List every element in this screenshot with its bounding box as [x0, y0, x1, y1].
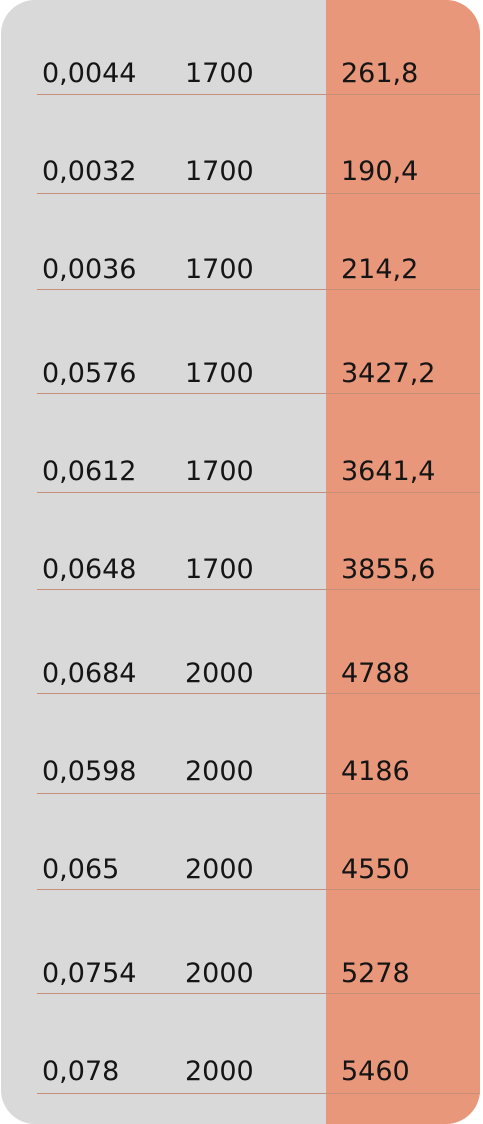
- total-cell: 5460: [341, 1056, 410, 1087]
- total-cell: 190,4: [341, 156, 419, 187]
- total-cell: 4788: [341, 658, 410, 689]
- row-divider: [37, 492, 480, 493]
- table-row: 0,0032 1700 190,4: [1, 152, 480, 192]
- table-row: 0,0648 1700 3855,6: [1, 550, 480, 590]
- row-divider: [37, 289, 480, 290]
- total-cell: 3855,6: [341, 554, 436, 585]
- table-row: 0,0036 1700 214,2: [1, 250, 480, 290]
- table-row: 0,0754 2000 5278: [1, 954, 480, 994]
- rate-cell: 0,0036: [42, 254, 137, 285]
- rate-cell: 0,0032: [42, 156, 137, 187]
- row-divider: [37, 193, 480, 194]
- rate-cell: 0,078: [42, 1056, 120, 1087]
- table-row: 0,0684 2000 4788: [1, 654, 480, 694]
- row-divider: [37, 993, 480, 994]
- total-cell: 4186: [341, 756, 410, 787]
- rate-cell: 0,0684: [42, 658, 137, 689]
- rate-cell: 0,0648: [42, 554, 137, 585]
- base-cell: 1700: [185, 58, 254, 89]
- row-divider: [37, 793, 480, 794]
- rate-cell: 0,0612: [42, 456, 137, 487]
- base-cell: 1700: [185, 456, 254, 487]
- table-row: 0,078 2000 5460: [1, 1052, 480, 1092]
- rate-cell: 0,0044: [42, 58, 137, 89]
- base-cell: 1700: [185, 254, 254, 285]
- rate-cell: 0,0576: [42, 358, 137, 389]
- base-cell: 1700: [185, 554, 254, 585]
- row-divider: [37, 1093, 480, 1094]
- total-cell: 3641,4: [341, 456, 436, 487]
- base-cell: 2000: [185, 658, 254, 689]
- row-divider: [37, 94, 480, 95]
- row-divider: [37, 393, 480, 394]
- table-row: 0,0576 1700 3427,2: [1, 354, 480, 394]
- rate-cell: 0,065: [42, 854, 120, 885]
- table-row: 0,0612 1700 3641,4: [1, 452, 480, 492]
- total-cell: 261,8: [341, 58, 419, 89]
- rate-cell: 0,0754: [42, 958, 137, 989]
- base-cell: 2000: [185, 958, 254, 989]
- row-divider: [37, 589, 480, 590]
- base-cell: 2000: [185, 854, 254, 885]
- base-cell: 2000: [185, 1056, 254, 1087]
- table-row: 0,065 2000 4550: [1, 850, 480, 890]
- table-row: 0,0044 1700 261,8: [1, 54, 480, 94]
- highlighted-total-column: [326, 0, 480, 1124]
- total-cell: 214,2: [341, 254, 419, 285]
- base-cell: 1700: [185, 358, 254, 389]
- base-cell: 1700: [185, 156, 254, 187]
- total-cell: 4550: [341, 854, 410, 885]
- table-row: 0,0598 2000 4186: [1, 752, 480, 792]
- rate-cell: 0,0598: [42, 756, 137, 787]
- total-cell: 3427,2: [341, 358, 436, 389]
- row-divider: [37, 693, 480, 694]
- total-cell: 5278: [341, 958, 410, 989]
- base-cell: 2000: [185, 756, 254, 787]
- row-divider: [37, 889, 480, 890]
